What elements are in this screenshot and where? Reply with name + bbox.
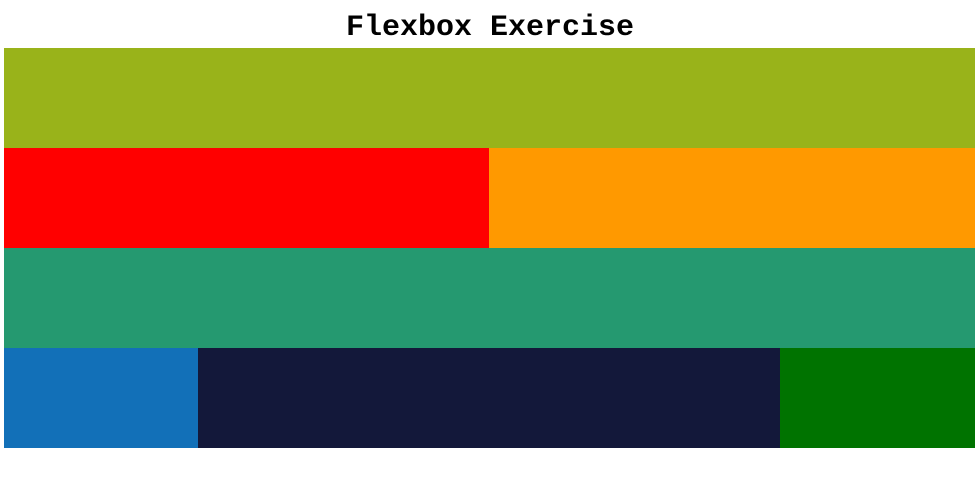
flex-box-4 (4, 248, 975, 348)
flex-row-4 (4, 348, 975, 448)
page-title: Flexbox Exercise (345, 11, 635, 45)
flex-row-1 (4, 48, 975, 148)
flex-row-3 (4, 248, 975, 348)
flex-box-2 (4, 148, 489, 248)
flex-box-3 (489, 148, 975, 248)
flex-box-6 (198, 348, 780, 448)
flex-box-7 (780, 348, 975, 448)
flex-container (4, 48, 975, 448)
flex-box-5 (4, 348, 198, 448)
flex-box-1 (4, 48, 975, 148)
flex-row-2 (4, 148, 975, 248)
